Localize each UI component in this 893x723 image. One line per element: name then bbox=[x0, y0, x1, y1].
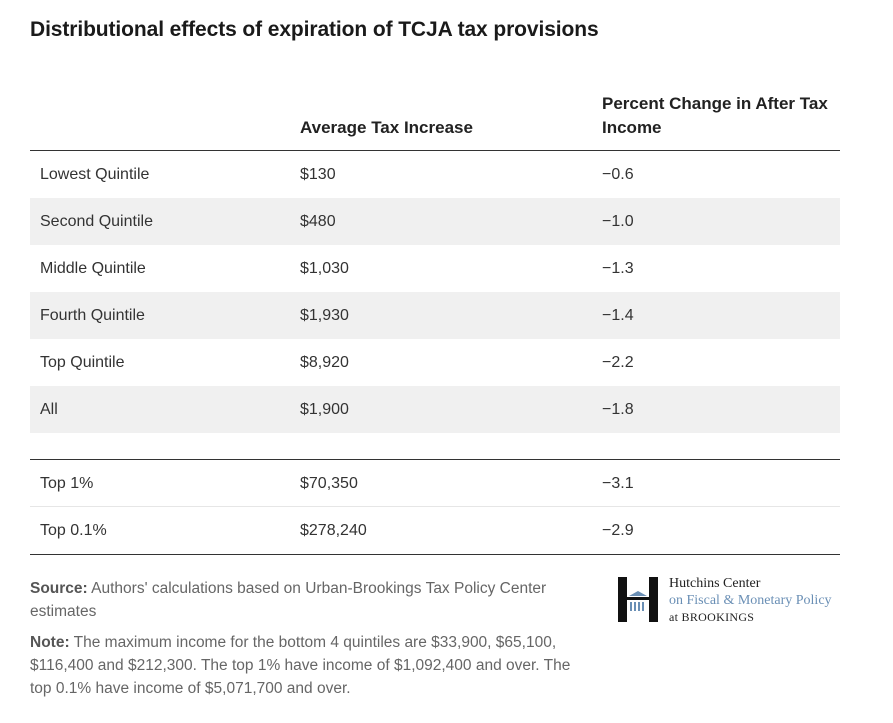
table-spacer bbox=[30, 433, 840, 459]
avg-tax-increase-cell: $1,900 bbox=[300, 401, 349, 418]
pct-change-cell: −0.6 bbox=[602, 166, 634, 183]
logo-text: Hutchins Center on Fiscal & Monetary Pol… bbox=[669, 576, 832, 626]
pct-change-cell: −2.9 bbox=[602, 522, 634, 539]
avg-tax-increase-cell: $480 bbox=[300, 213, 336, 230]
row-label: Top 0.1% bbox=[40, 522, 107, 539]
bottom-rule bbox=[30, 554, 840, 555]
note-label: Note: bbox=[30, 634, 70, 651]
row-label: Middle Quintile bbox=[40, 260, 146, 277]
table-row: Fourth Quintile $1,930 −1.4 bbox=[30, 292, 840, 339]
hutchins-h-icon bbox=[618, 577, 658, 622]
logo-line-1: Hutchins Center bbox=[669, 576, 761, 591]
avg-tax-increase-cell: $1,030 bbox=[300, 260, 349, 277]
table-row: Second Quintile $480 −1.0 bbox=[30, 198, 840, 245]
page-title: Distributional effects of expiration of … bbox=[30, 18, 599, 41]
header-avg-tax-increase: Average Tax Increase bbox=[300, 118, 473, 137]
row-label: All bbox=[40, 401, 58, 418]
pct-change-cell: −1.4 bbox=[602, 307, 634, 324]
header-pct-change: Percent Change in After Tax Income bbox=[602, 94, 828, 137]
logo-line-3: at BROOKINGS bbox=[669, 610, 755, 624]
source-text: Authors' calculations based on Urban-Bro… bbox=[30, 580, 547, 620]
pct-change-cell: −1.3 bbox=[602, 260, 634, 277]
header-rule bbox=[30, 150, 840, 151]
row-label: Fourth Quintile bbox=[40, 307, 145, 324]
data-table: Average Tax Increase Percent Change in A… bbox=[30, 92, 840, 555]
hutchins-center-logo: Hutchins Center on Fiscal & Monetary Pol… bbox=[618, 576, 843, 626]
avg-tax-increase-cell: $70,350 bbox=[300, 475, 358, 492]
avg-tax-increase-cell: $8,920 bbox=[300, 354, 349, 371]
avg-tax-increase-cell: $130 bbox=[300, 166, 336, 183]
row-label: Top Quintile bbox=[40, 354, 125, 371]
pct-change-cell: −1.0 bbox=[602, 213, 634, 230]
avg-tax-increase-cell: $1,930 bbox=[300, 307, 349, 324]
table-body-top: Top 1% $70,350 −3.1 Top 0.1% $278,240 −2.9 bbox=[30, 460, 840, 554]
pct-change-cell: −2.2 bbox=[602, 354, 634, 371]
table-row: Lowest Quintile $130 −0.6 bbox=[30, 151, 840, 198]
table-row: Top 0.1% $278,240 −2.9 bbox=[30, 507, 840, 554]
note-text: The maximum income for the bottom 4 quin… bbox=[30, 634, 571, 697]
source-note: Source: Authors' calculations based on U… bbox=[30, 577, 575, 623]
row-label: Top 1% bbox=[40, 475, 94, 492]
pct-change-cell: −3.1 bbox=[602, 475, 634, 492]
notes: Source: Authors' calculations based on U… bbox=[30, 577, 575, 708]
table-row: Middle Quintile $1,030 −1.3 bbox=[30, 245, 840, 292]
row-label: Lowest Quintile bbox=[40, 166, 150, 183]
table-row: All $1,900 −1.8 bbox=[30, 386, 840, 433]
table-row: Top 1% $70,350 −3.1 bbox=[30, 460, 840, 507]
section-rule bbox=[30, 459, 840, 460]
table-body-quintiles: Lowest Quintile $130 −0.6 Second Quintile $4… bbox=[30, 151, 840, 433]
table-row: Top Quintile $8,920 −2.2 bbox=[30, 339, 840, 386]
logo-line-2: on Fiscal & Monetary Policy bbox=[669, 592, 832, 608]
row-label: Second Quintile bbox=[40, 213, 153, 230]
footnote: Note: The maximum income for the bottom … bbox=[30, 631, 575, 700]
avg-tax-increase-cell: $278,240 bbox=[300, 522, 367, 539]
table-header: Average Tax Increase Percent Change in A… bbox=[30, 92, 840, 150]
pct-change-cell: −1.8 bbox=[602, 401, 634, 418]
source-label: Source: bbox=[30, 580, 88, 597]
